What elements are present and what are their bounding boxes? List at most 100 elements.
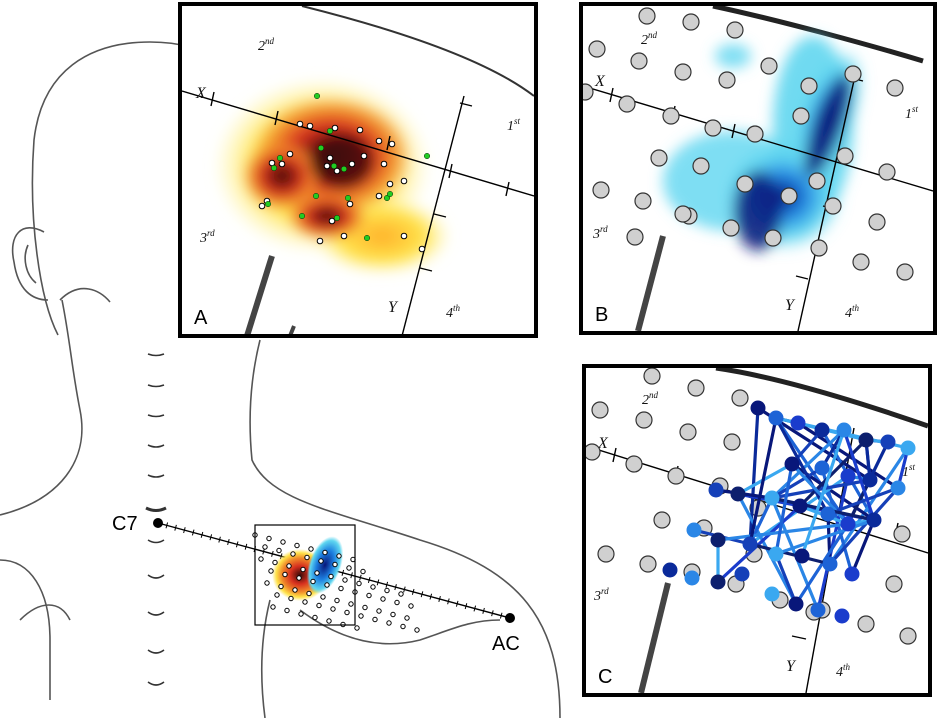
observation-point-green bbox=[330, 162, 337, 169]
panel-c-contour bbox=[715, 368, 928, 429]
trajectory-node bbox=[814, 422, 830, 438]
c7-ac-tick bbox=[165, 522, 169, 529]
mini-grid-point bbox=[288, 595, 294, 602]
grid-point bbox=[792, 107, 810, 125]
grid-point bbox=[674, 63, 692, 81]
trajectory-node bbox=[866, 512, 882, 528]
mini-grid-point bbox=[390, 611, 396, 618]
grid-point bbox=[896, 263, 914, 281]
observation-point bbox=[360, 152, 368, 160]
grid-point bbox=[626, 228, 644, 246]
c7-ac-tick bbox=[447, 598, 450, 605]
trajectory-node bbox=[822, 556, 838, 572]
trajectory-segment bbox=[774, 462, 794, 556]
trajectory-node bbox=[810, 602, 826, 618]
trajectory-node bbox=[768, 546, 784, 562]
observation-point-green bbox=[383, 194, 390, 201]
c7-ac-tick bbox=[385, 581, 389, 588]
grid-point bbox=[653, 511, 671, 529]
trajectory-segment bbox=[826, 486, 900, 516]
mini-grid-point bbox=[346, 565, 352, 571]
panel-a-points bbox=[258, 92, 430, 253]
mini-grid-point bbox=[384, 587, 390, 594]
observation-point-green bbox=[344, 194, 351, 201]
mini-grid-point bbox=[318, 558, 324, 564]
left-shoulder-contour bbox=[0, 559, 51, 700]
observation-point-green bbox=[276, 154, 283, 161]
trajectory-segment bbox=[748, 416, 778, 546]
observation-point-green bbox=[340, 165, 347, 172]
c7-ac-tick bbox=[394, 584, 397, 591]
spine-marks bbox=[145, 353, 167, 686]
trajectory-node bbox=[880, 434, 896, 450]
mini-heatmap-cold bbox=[306, 536, 344, 594]
grid-point bbox=[810, 239, 828, 257]
mini-grid-point bbox=[314, 570, 320, 576]
panel-a-scapula-edge bbox=[244, 255, 275, 334]
grid-point bbox=[800, 77, 818, 95]
mini-grid-point bbox=[312, 614, 318, 621]
ear-inner bbox=[24, 244, 37, 284]
grid-point bbox=[630, 52, 648, 70]
panel-b-label: B bbox=[595, 304, 609, 326]
c7-ac-tick bbox=[411, 588, 415, 595]
trajectory-node bbox=[784, 456, 800, 472]
observation-point bbox=[306, 122, 314, 130]
grid-point bbox=[893, 525, 911, 543]
quadrant-2-label: 2nd bbox=[258, 36, 275, 54]
c7-ac-tick bbox=[473, 605, 477, 612]
panel-a-canvas: X Y 2nd 1st 3rd 4th bbox=[182, 6, 534, 334]
mini-grid-point bbox=[358, 613, 364, 619]
observation-point bbox=[268, 159, 276, 167]
grid-point bbox=[780, 187, 798, 205]
observation-point bbox=[375, 192, 383, 200]
grid-point bbox=[687, 379, 705, 397]
observation-point-green bbox=[386, 190, 393, 197]
trajectory-node bbox=[836, 422, 852, 438]
trajectory-segment bbox=[774, 416, 850, 526]
mini-grid-point bbox=[308, 546, 314, 552]
mini-grid-point bbox=[356, 580, 362, 587]
mini-grid-point bbox=[270, 604, 276, 610]
grid-point bbox=[824, 197, 842, 215]
neck-left-contour bbox=[0, 299, 83, 516]
mini-grid-point bbox=[306, 590, 312, 597]
mini-grid-point bbox=[386, 620, 392, 626]
ac-label: AC bbox=[492, 633, 520, 655]
c7-ac-tick bbox=[341, 569, 345, 576]
mini-grid-point bbox=[296, 575, 302, 581]
mini-grid-point bbox=[264, 580, 270, 586]
mini-grid-point bbox=[324, 582, 330, 588]
trajectory-node bbox=[662, 562, 678, 578]
c7-ac-tick bbox=[209, 534, 213, 541]
grid-point bbox=[836, 147, 854, 165]
trajectory-node bbox=[684, 570, 700, 586]
ac-marker bbox=[505, 613, 515, 623]
trajectory-node bbox=[794, 548, 810, 564]
grid-point bbox=[704, 119, 722, 137]
quadrant-3-label: 3rd bbox=[593, 586, 609, 604]
grid-point bbox=[718, 71, 736, 89]
observation-point bbox=[400, 177, 408, 185]
mini-grid-point bbox=[354, 625, 360, 631]
c7-ac-tick bbox=[429, 593, 433, 600]
trajectory-node bbox=[710, 532, 726, 548]
trajectory-node bbox=[900, 440, 916, 456]
c7-ac-tick bbox=[200, 531, 204, 538]
grid-point bbox=[723, 433, 741, 451]
observation-point-green bbox=[363, 234, 370, 241]
grid-point bbox=[597, 545, 615, 563]
y-axis-label: Y bbox=[388, 299, 399, 316]
grid-point bbox=[679, 423, 697, 441]
trajectory-node bbox=[814, 460, 830, 476]
y-axis-line bbox=[401, 95, 465, 334]
trajectory-node bbox=[764, 490, 780, 506]
trajectory-node bbox=[862, 472, 878, 488]
quadrant-1-label: 1st bbox=[902, 462, 916, 480]
quadrant-3-label: 3rd bbox=[199, 228, 215, 246]
mini-grid-point bbox=[336, 553, 342, 559]
grid-point bbox=[625, 455, 643, 473]
mini-grid-point bbox=[400, 623, 406, 630]
y-axis-label: Y bbox=[786, 658, 797, 675]
observation-point-green bbox=[333, 214, 340, 221]
